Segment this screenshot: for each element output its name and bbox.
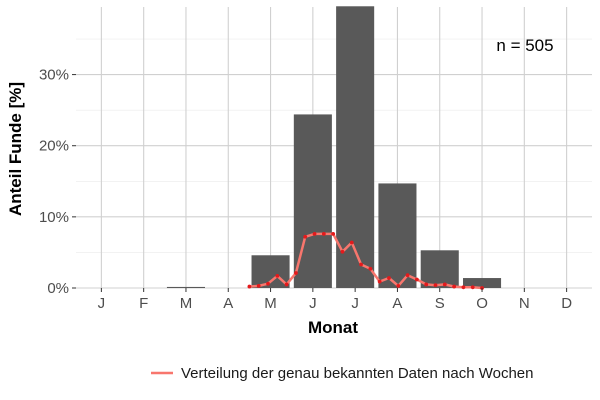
weekly-point <box>387 276 391 280</box>
weekly-point <box>461 285 466 290</box>
x-tick-label: J <box>98 295 106 312</box>
bars <box>166 6 502 289</box>
x-tick-label: S <box>435 295 445 312</box>
y-axis-title: Anteil Funde [%] <box>6 82 25 216</box>
x-tick-label: A <box>223 295 233 312</box>
weekly-point <box>396 283 401 288</box>
weekly-point <box>331 232 336 236</box>
weekly-point <box>275 274 280 278</box>
weekly-point <box>294 271 298 275</box>
y-ticks: 0% 10% 20% 30% <box>39 67 76 297</box>
legend: Verteilung der genau bekannten Daten nac… <box>151 365 534 382</box>
weekly-point <box>312 232 317 236</box>
y-tick-label: 20% <box>39 138 69 155</box>
weekly-point <box>303 234 308 239</box>
y-tick-label: 30% <box>39 67 69 84</box>
bar <box>378 183 417 288</box>
sample-size-annotation: n = 505 <box>496 36 553 55</box>
weekly-point <box>414 277 419 282</box>
weekly-point <box>359 262 363 267</box>
y-tick-label: 0% <box>47 280 69 297</box>
weekly-point <box>284 282 289 287</box>
weekly-point <box>349 240 354 245</box>
x-tick-label: F <box>139 295 148 312</box>
x-tick-label: N <box>519 295 530 312</box>
weekly-point <box>405 273 410 278</box>
weekly-point <box>470 285 475 290</box>
bar <box>166 286 205 288</box>
weekly-point <box>424 282 429 287</box>
weekly-point <box>321 232 326 236</box>
weekly-point <box>452 284 457 289</box>
weekly-point <box>247 284 252 289</box>
weekly-point <box>340 249 345 254</box>
y-tick-label: 10% <box>39 209 69 226</box>
bar <box>463 278 502 288</box>
x-tick-label: A <box>392 295 402 312</box>
weekly-line-layer <box>247 232 484 290</box>
x-tick-label: J <box>309 295 317 312</box>
legend-label: Verteilung der genau bekannten Daten nac… <box>181 365 534 382</box>
x-tick-label: M <box>180 295 193 312</box>
x-tick-label: J <box>351 295 359 312</box>
x-tick-label: D <box>561 295 572 312</box>
weekly-point <box>433 283 438 288</box>
bar <box>336 6 375 289</box>
weekly-point <box>377 279 382 284</box>
weekly-point <box>266 281 270 286</box>
weekly-point <box>368 266 373 271</box>
x-axis-title: Monat <box>308 318 358 337</box>
weekly-point <box>442 282 447 287</box>
weekly-point <box>256 283 261 288</box>
x-tick-label: M <box>264 295 277 312</box>
x-tick-label: O <box>476 295 488 312</box>
bar <box>420 250 459 288</box>
